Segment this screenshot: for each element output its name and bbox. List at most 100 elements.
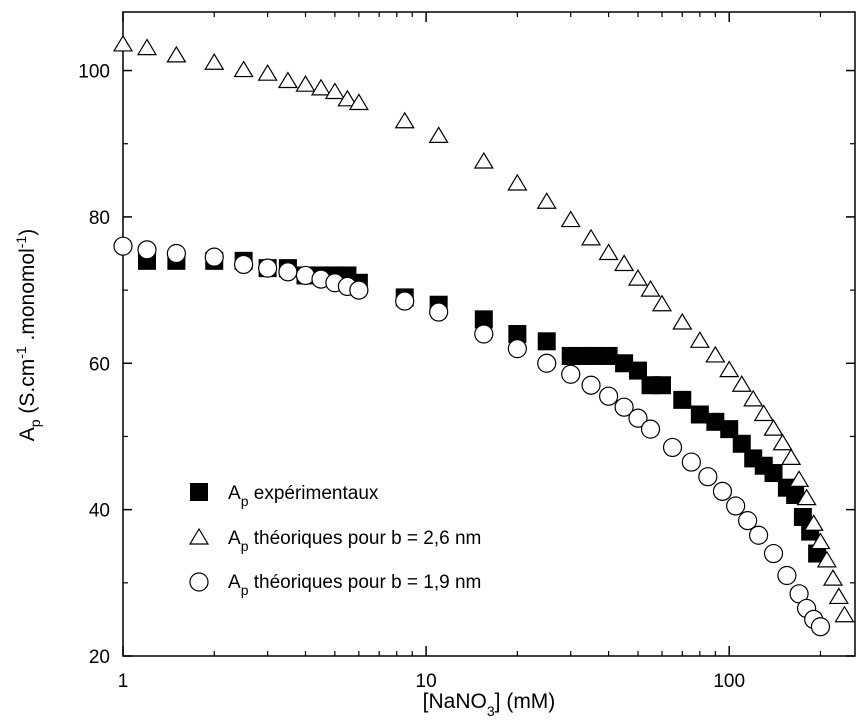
data-point-circle <box>640 419 661 439</box>
legend: Ap expérimentaux Ap théoriques pour b = … <box>188 483 481 598</box>
data-point-circle <box>712 481 733 501</box>
data-point-circle <box>234 254 254 275</box>
x-tick-label: 1 <box>118 671 129 692</box>
data-point-triangle <box>473 151 494 169</box>
data-point-circle <box>537 353 557 373</box>
data-point-triangle <box>719 360 740 378</box>
data-point-triangle <box>233 60 254 78</box>
legend-label-theory-2-6-main: A <box>228 528 241 549</box>
data-point-triangle <box>763 418 784 436</box>
legend-label-theory-2-6-rest: théoriques pour b = 2,6 nm <box>248 528 481 549</box>
x-tick-label: 10 <box>416 671 437 692</box>
data-points <box>112 34 855 637</box>
data-point-square <box>764 464 783 483</box>
data-point-circle <box>561 364 581 384</box>
legend-label-theory-2-6: Ap théoriques pour b = 2,6 nm <box>228 528 481 554</box>
x-axis-title-rest: ] (mM) <box>495 690 556 713</box>
data-point-triangle <box>507 173 528 191</box>
data-point-triangle <box>789 470 810 487</box>
legend-label-theory-1-9-rest: théoriques pour b = 1,9 nm <box>248 572 481 593</box>
plot-frame <box>122 11 856 657</box>
y-axis-title-part2: .monomol <box>16 248 39 346</box>
data-point-circle <box>395 291 415 311</box>
data-point-triangle <box>816 550 837 568</box>
legend-label-experimental-sub: p <box>241 493 249 509</box>
data-point-triangle <box>753 404 774 422</box>
y-tick-label: 20 <box>89 647 110 668</box>
data-point-triangle <box>627 268 649 286</box>
y-axis-title-sub: p <box>27 419 43 427</box>
y-axis-title-sup2: -1 <box>13 236 29 249</box>
data-point-triangle <box>822 568 844 586</box>
data-point-triangle <box>705 345 726 363</box>
data-point-circle <box>113 236 133 256</box>
data-point-square <box>508 325 527 343</box>
legend-marker-open-circle <box>189 572 209 592</box>
data-point-circle <box>614 397 634 417</box>
data-point-triangle <box>796 488 817 506</box>
legend-marker-filled-square <box>190 483 208 501</box>
series-open-circle <box>113 236 831 637</box>
data-point-triangle <box>277 71 298 89</box>
y-tick-label: 80 <box>89 208 110 229</box>
series-open-triangle <box>112 34 855 623</box>
data-point-triangle <box>810 532 831 550</box>
data-point-triangle <box>324 82 345 100</box>
data-point-triangle <box>310 78 332 96</box>
data-point-triangle <box>536 192 557 209</box>
data-point-circle <box>738 511 758 531</box>
data-point-triangle <box>651 294 673 312</box>
data-point-square <box>585 346 604 365</box>
data-point-triangle <box>772 433 793 451</box>
data-point-triangle <box>166 45 187 63</box>
y-axis-title-sup1: -1 <box>13 346 29 359</box>
y-tick-label: 100 <box>78 62 110 83</box>
data-point-circle <box>598 386 619 406</box>
data-point-triangle <box>348 93 369 111</box>
data-point-square <box>474 310 493 329</box>
data-point-square <box>690 405 709 424</box>
data-point-triangle <box>803 514 824 531</box>
data-point-triangle <box>394 111 415 129</box>
data-point-circle <box>166 243 186 264</box>
y-axis-title-part1: (S.cm <box>16 359 39 420</box>
data-point-triangle <box>428 126 449 144</box>
data-point-circle <box>349 280 369 300</box>
x-axis-title-sub: 3 <box>487 703 495 719</box>
data-point-triangle <box>598 243 619 261</box>
x-axis-title: [NaNO3] (mM) <box>423 690 556 719</box>
data-point-square <box>786 486 805 504</box>
y-axis-title: Ap (S.cm-1 .monomol-1) <box>13 229 43 441</box>
y-axis-title-main: A <box>16 427 39 441</box>
data-point-square <box>628 361 647 380</box>
data-point-circle <box>662 437 683 458</box>
data-point-circle <box>748 525 769 545</box>
legend-label-experimental: Ap expérimentaux <box>228 483 379 509</box>
x-axis-title-main: [NaNO <box>423 690 487 713</box>
data-point-square <box>720 420 739 439</box>
y-axis-title-part3: ) <box>16 229 39 236</box>
data-point-triangle <box>257 64 278 81</box>
legend-label-experimental-rest: expérimentaux <box>248 483 378 504</box>
legend-label-theory-2-6-sub: p <box>241 538 249 554</box>
data-point-circle <box>429 302 449 322</box>
data-point-triangle <box>204 53 225 70</box>
data-point-circle <box>204 247 224 267</box>
data-point-triangle <box>337 89 358 107</box>
data-point-square <box>673 390 692 409</box>
x-tick-label: 100 <box>713 671 745 692</box>
data-point-circle <box>581 375 601 395</box>
data-point-triangle <box>731 375 752 392</box>
data-point-triangle <box>112 34 134 52</box>
data-point-circle <box>137 240 157 260</box>
data-point-circle <box>474 324 494 344</box>
legend-label-experimental-main: A <box>228 483 241 504</box>
data-point-triangle <box>560 210 581 228</box>
data-point-triangle <box>640 279 661 297</box>
legend-label-theory-1-9-main: A <box>228 572 241 593</box>
data-point-square <box>615 354 634 373</box>
series-filled-square <box>138 251 827 563</box>
data-point-triangle <box>781 448 802 466</box>
data-point-triangle <box>672 312 693 330</box>
